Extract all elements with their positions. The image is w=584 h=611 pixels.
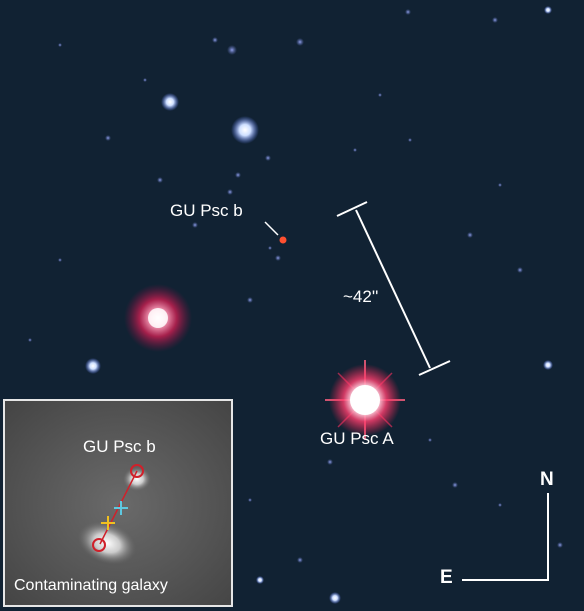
red-galaxy	[124, 284, 192, 352]
north-label: N	[540, 469, 554, 490]
separation-scale-bar	[336, 201, 451, 376]
inset-planet-blob	[123, 467, 151, 491]
inset-panel: GU Psc b Contaminating galaxy	[3, 399, 233, 607]
inset-image	[5, 401, 231, 605]
inset-galaxy-marker	[92, 538, 106, 552]
planet-gu-psc-b	[279, 236, 287, 244]
separation-label: ~42''	[343, 287, 379, 306]
host-star-label: GU Psc A	[320, 429, 394, 448]
bright-star	[231, 116, 259, 144]
inset-yellow-cross	[101, 516, 115, 530]
host-star-gu-psc-a	[325, 360, 405, 440]
bright-star	[85, 358, 101, 374]
inset-planet-label: GU Psc b	[83, 437, 156, 456]
planet-label: GU Psc b	[170, 201, 243, 220]
inset-caption: Contaminating galaxy	[14, 577, 168, 594]
east-label: E	[440, 567, 453, 588]
planet-pointer-line	[264, 221, 279, 236]
inset-cyan-cross	[114, 501, 128, 515]
inset-galaxy-blob	[77, 521, 137, 565]
compass	[462, 493, 549, 581]
background-stars	[28, 6, 563, 604]
inset-planet-marker	[130, 464, 144, 478]
bright-star	[161, 93, 179, 111]
